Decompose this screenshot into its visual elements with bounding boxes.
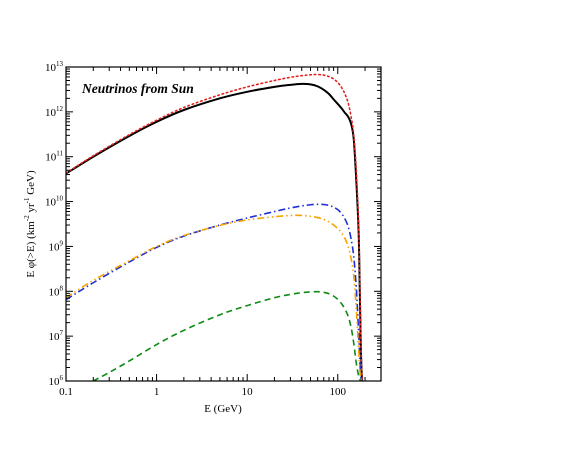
y-tick-label: 107 (49, 329, 64, 343)
ticks-layer (65, 66, 382, 382)
y-tick-label: 1011 (45, 150, 63, 164)
y-tick-labels: 106 107 108 109 1010 1011 1012 1013 (45, 60, 64, 388)
y-tick-label: 106 (49, 374, 64, 388)
series-line-2 (66, 73, 363, 381)
x-tick-labels: 0.1 1 10 100 (59, 386, 346, 398)
x-tick-label: 10 (242, 386, 254, 398)
series-line-4 (66, 214, 363, 381)
annotation-text: Neutrinos from Sun (81, 81, 194, 96)
y-tick-label: 1010 (45, 195, 64, 209)
x-axis-title: E (GeV) (204, 403, 242, 415)
plot-frame (65, 66, 382, 382)
x-tick-label: 0.1 (59, 386, 73, 398)
y-tick-label: 108 (49, 284, 64, 298)
series-line-5 (92, 290, 362, 381)
y-tick-label: 1012 (45, 105, 64, 119)
series-layer (66, 73, 363, 381)
y-tick-label: 109 (49, 239, 64, 253)
x-tick-label: 1 (154, 386, 160, 398)
x-tick-label: 100 (330, 386, 347, 398)
y-tick-label: 1013 (45, 60, 64, 74)
y-axis-title: E φ(>E) (km-2 yr-1 GeV) (23, 170, 37, 278)
